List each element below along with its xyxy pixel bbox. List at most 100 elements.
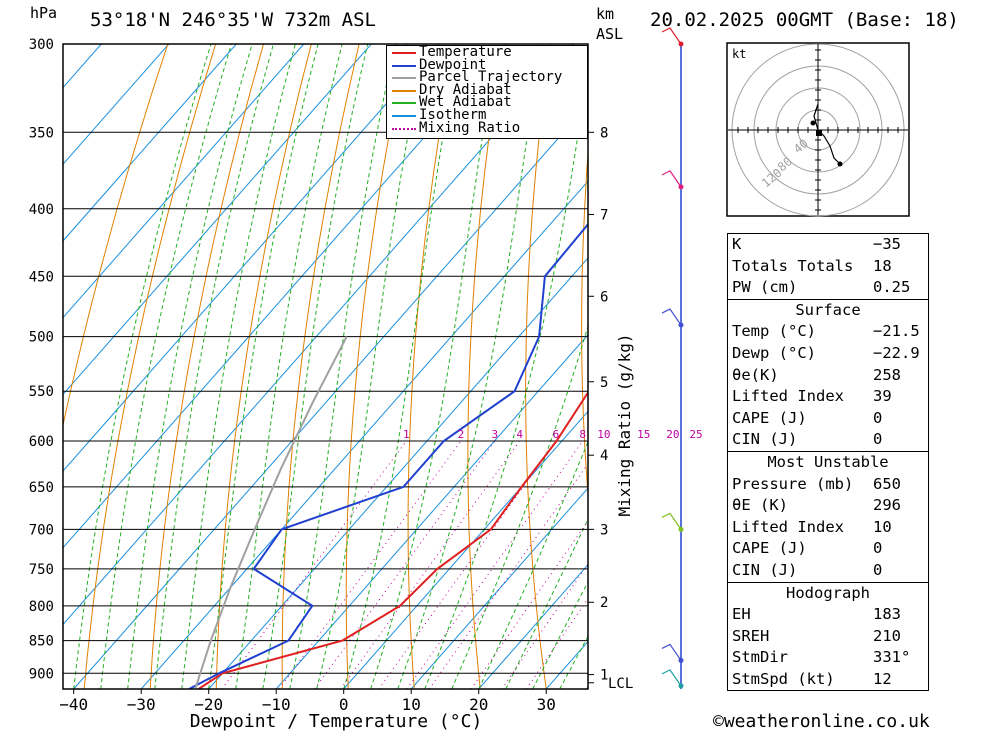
- dry-adiabat-line: [149, 44, 264, 689]
- pressure-tick-label: 600: [29, 434, 54, 450]
- pressure-tick-label: 900: [29, 666, 54, 682]
- dry-adiabat-line: [83, 44, 217, 689]
- mixing-ratio-label: 25: [689, 428, 702, 441]
- legend-item: Dry Adiabat: [387, 81, 587, 98]
- legend-swatch: [392, 102, 416, 105]
- indices-value: 258: [873, 365, 901, 384]
- pressure-unit-label: hPa: [30, 4, 58, 22]
- indices-value: −21.5: [873, 322, 920, 341]
- legend-swatch: [392, 89, 416, 92]
- height-unit-km: km: [596, 5, 615, 23]
- indices-label: Dewp (°C): [732, 343, 816, 362]
- indices-row: Temp (°C) −21.5: [728, 321, 928, 343]
- indices-label: StmSpd (kt): [732, 669, 835, 688]
- pressure-tick-label: 800: [29, 599, 54, 615]
- indices-label: CIN (J): [732, 560, 798, 579]
- legend-swatch: [392, 64, 416, 67]
- indices-label: Lifted Index: [732, 517, 844, 536]
- indices-row: PW (cm) 0.25: [728, 277, 928, 299]
- isotherm-line: [63, 44, 372, 396]
- mixing-ratio-label: 15: [637, 428, 650, 441]
- indices-row: Totals Totals 18: [728, 256, 928, 278]
- credit-text: ©weatheronline.co.uk: [713, 711, 930, 732]
- x-tick-label: 20: [469, 695, 488, 714]
- mixing-ratio-line: [314, 440, 496, 689]
- indices-section-title: Surface: [795, 300, 861, 319]
- mixing-ratio-label: 3: [491, 428, 498, 441]
- wind-barb: [661, 643, 682, 661]
- indices-row: EH 183: [728, 604, 928, 626]
- indices-value: −35: [873, 235, 901, 253]
- height-tick-label: LCL: [608, 676, 633, 692]
- x-tick-label: 10: [402, 695, 421, 714]
- legend-label: Dry Adiabat: [419, 81, 512, 98]
- x-tick-label: −30: [127, 695, 156, 714]
- indices-label: CIN (J): [732, 430, 798, 449]
- mixing-ratio-line: [470, 520, 588, 689]
- indices-label: θE (K): [732, 496, 788, 515]
- dry-adiabat-line: [933, 44, 1000, 689]
- wet-adiabat-line: [424, 66, 588, 689]
- height-tick-label: 5: [600, 375, 608, 391]
- hodograph-trace: [813, 103, 841, 165]
- isotherm-line: [63, 44, 237, 242]
- indices-row: θe(K) 258: [728, 365, 928, 387]
- dry-adiabat-line: [467, 44, 504, 689]
- indices-value: 39: [873, 387, 892, 406]
- hodograph-point: [837, 161, 843, 167]
- x-tick-label: −10: [262, 695, 291, 714]
- wet-adiabat-line: [397, 44, 542, 689]
- indices-row: CAPE (J) 0: [728, 408, 928, 430]
- indices-row: Lifted Index 10: [728, 517, 928, 539]
- dry-adiabat-line: [63, 44, 169, 428]
- legend-item: Parcel Trajectory: [387, 70, 587, 84]
- indices-label: Lifted Index: [732, 387, 844, 406]
- indices-value: −22.9: [873, 343, 920, 362]
- dry-adiabat-line: [281, 44, 360, 689]
- pressure-tick-label: 500: [29, 330, 54, 346]
- x-tick-label: −20: [194, 695, 223, 714]
- indices-label: PW (cm): [732, 278, 798, 297]
- legend-label: Temperature: [419, 44, 512, 60]
- indices-label: CAPE (J): [732, 539, 807, 558]
- dry-adiabat-line: [345, 44, 408, 689]
- series-temperature: [198, 390, 588, 689]
- legend-item: Isotherm: [387, 106, 587, 123]
- indices-label: Pressure (mb): [732, 474, 854, 493]
- wet-adiabat-line: [154, 44, 274, 689]
- x-tick-label: −40: [59, 695, 88, 714]
- indices-label: StmDir: [732, 648, 788, 667]
- legend-label: Wet Adiabat: [419, 94, 512, 111]
- indices-section: Most Unstable Pressure (mb) 650 θE (K) 296 Li…: [728, 452, 928, 583]
- indices-section: Surface Temp (°C) −21.5 Dewp (°C) −22.9 θe(K)…: [728, 300, 928, 452]
- wet-adiabat-line: [181, 44, 296, 689]
- height-tick-label: 3: [600, 522, 608, 538]
- indices-table: K −35 Totals Totals 18 PW (cm) 0.25 Surface Tem…: [727, 233, 929, 692]
- dry-adiabat-line: [636, 44, 678, 689]
- mixing-ratio-line: [221, 440, 407, 689]
- indices-row: CAPE (J) 0: [728, 538, 928, 560]
- legend-label: Isotherm: [419, 106, 487, 123]
- wet-adiabat-line: [73, 44, 212, 689]
- plot-frame: [62, 43, 589, 690]
- indices-row: θE (K) 296: [728, 495, 928, 517]
- indices-value: 10: [873, 517, 892, 536]
- wind-barb: [661, 170, 682, 188]
- height-tick-label: 8: [600, 125, 608, 141]
- indices-value: 650: [873, 474, 901, 493]
- indices-value: 18: [873, 256, 892, 275]
- legend-label: Mixing Ratio: [419, 119, 521, 136]
- dry-adiabat-line: [407, 44, 456, 689]
- wind-barb: [661, 308, 682, 326]
- wet-adiabat-line: [370, 44, 499, 689]
- hodograph-unit: kt: [732, 47, 746, 61]
- indices-label: SREH: [732, 626, 770, 645]
- legend-swatch: [392, 127, 416, 130]
- indices-value: 183: [873, 605, 901, 624]
- dry-adiabat-line: [215, 44, 312, 689]
- indices-section: K −35 Totals Totals 18 PW (cm) 0.25: [728, 234, 928, 300]
- isotherm-line: [63, 44, 507, 549]
- indices-label: Totals Totals: [732, 256, 854, 275]
